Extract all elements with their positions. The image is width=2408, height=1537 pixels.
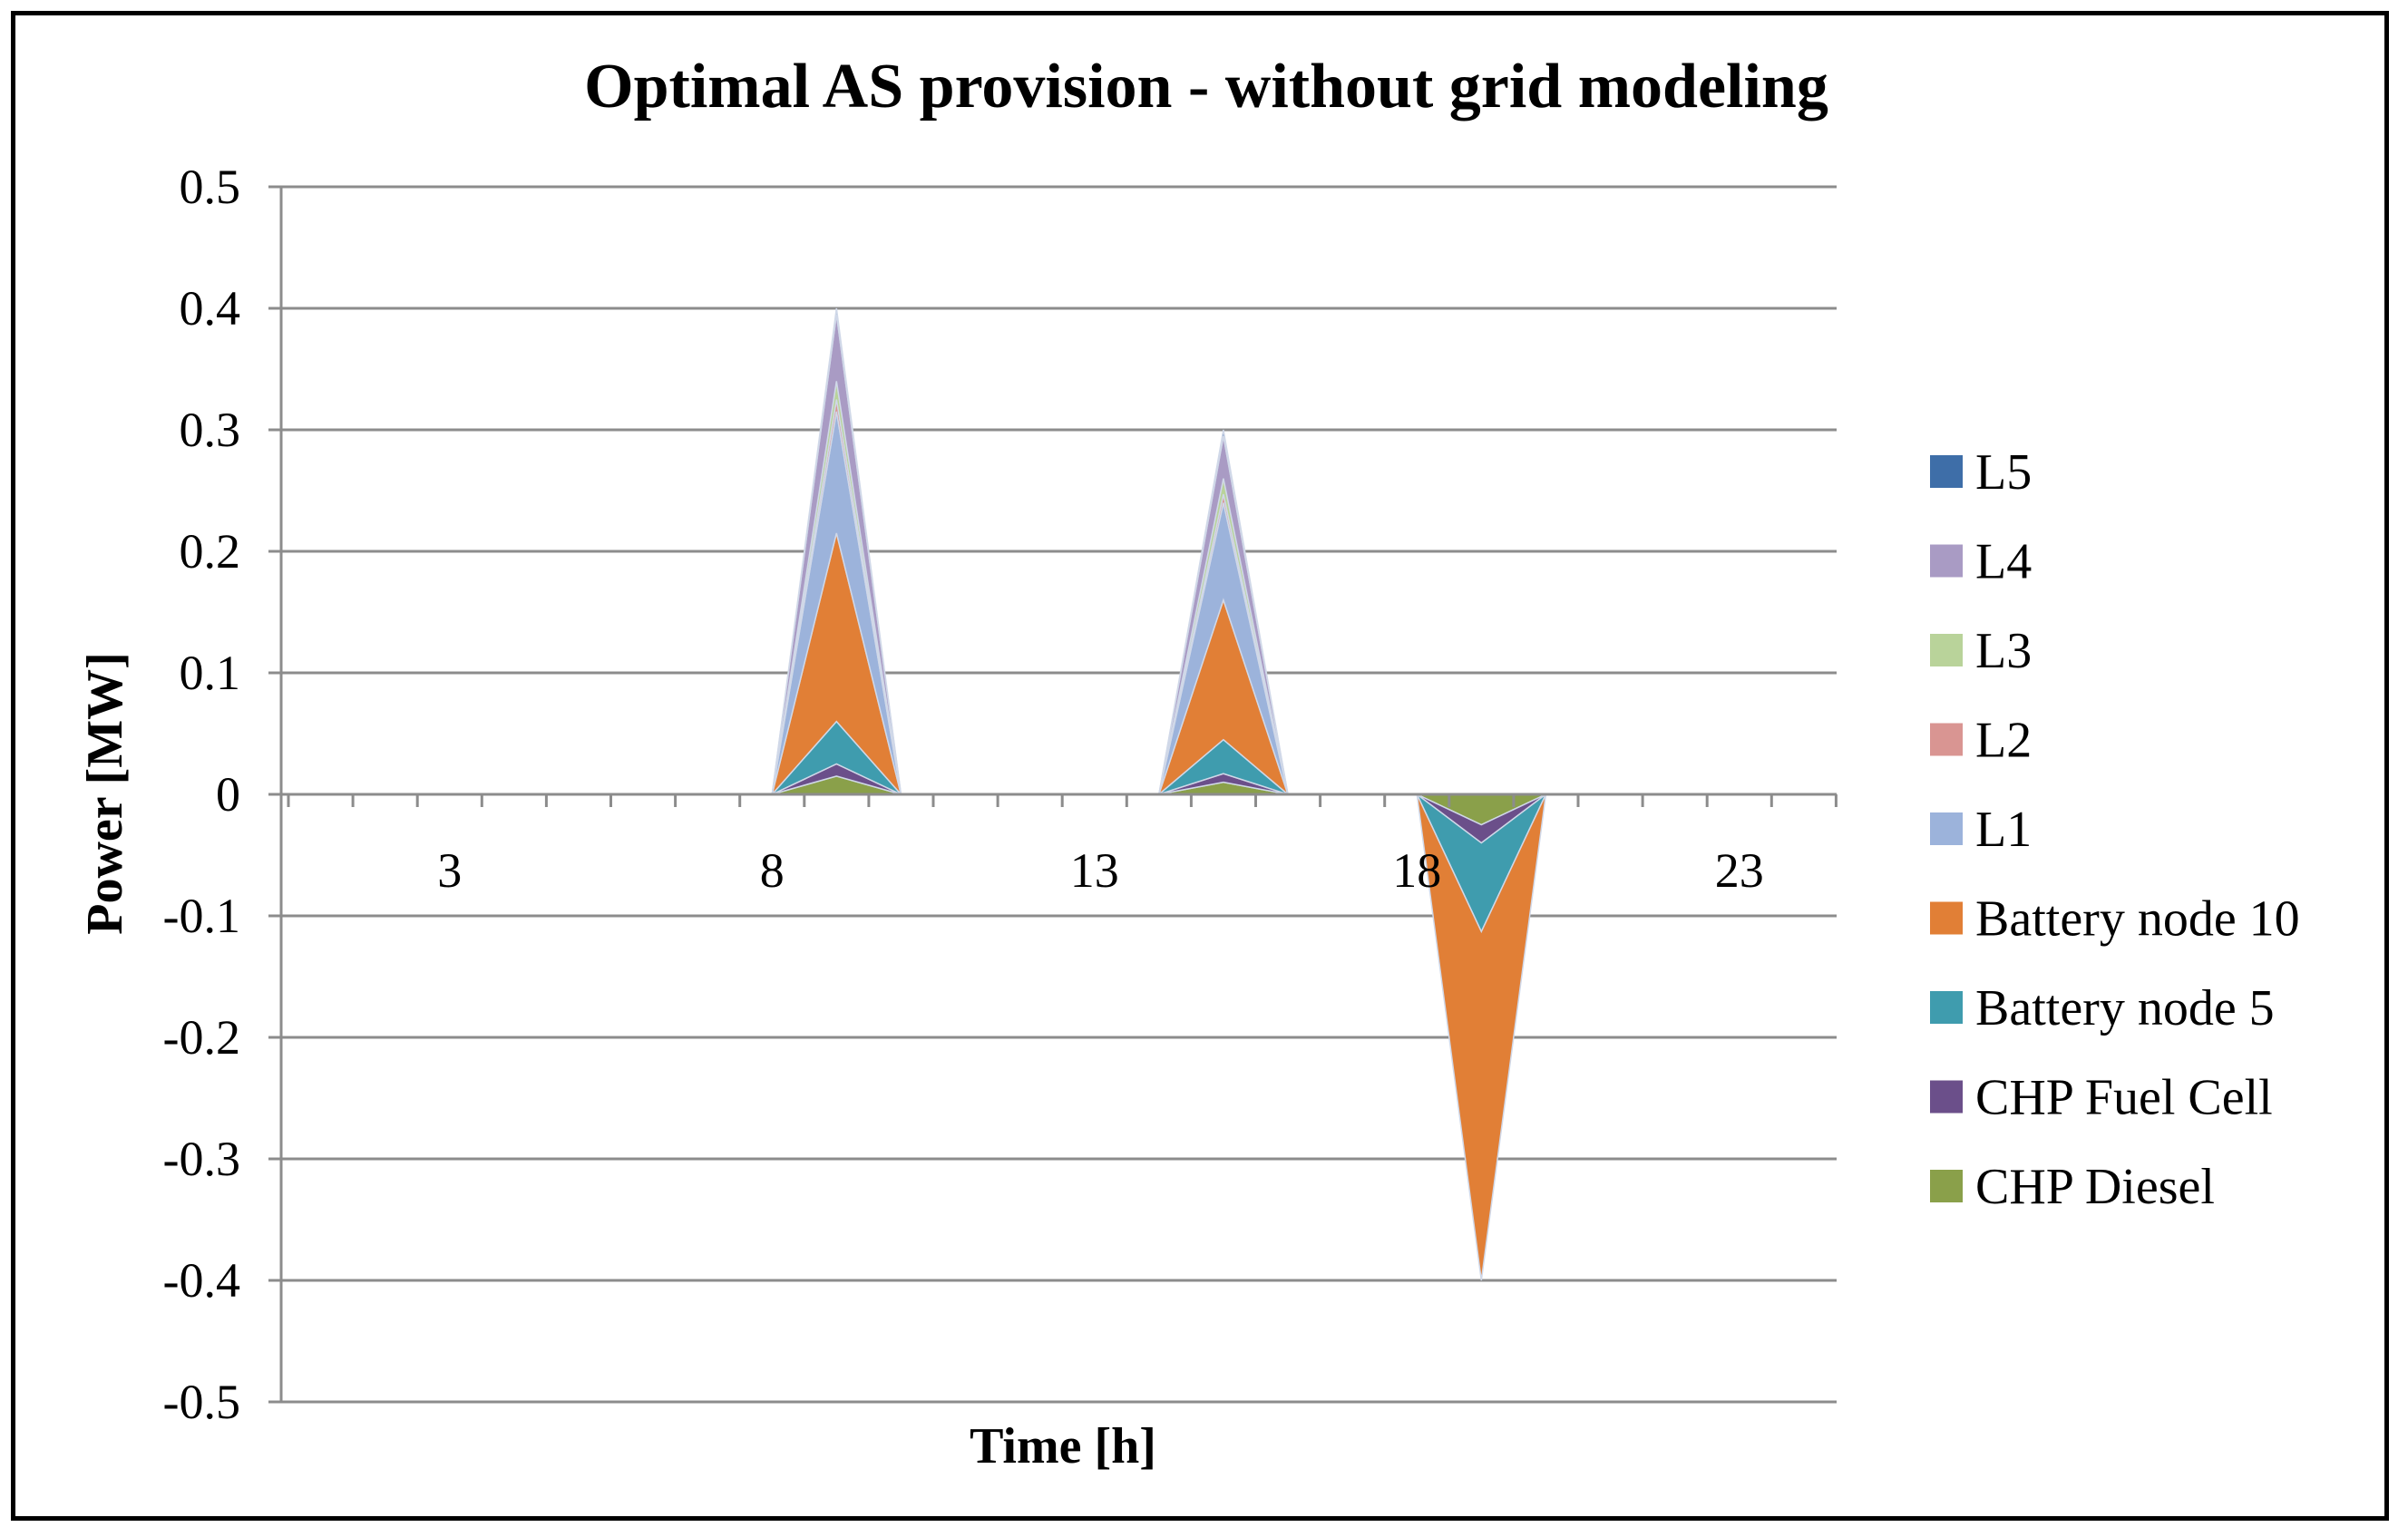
y-tick-label: 0 [216, 767, 240, 822]
area-battery-node-10 [320, 532, 1804, 1281]
area-l1 [320, 411, 1804, 795]
chart-title: Optimal AS provision - without grid mode… [584, 52, 1828, 122]
y-axis-label: Power [MW] [77, 652, 133, 935]
legend-swatch [1930, 1170, 1963, 1202]
x-tick-label: 3 [437, 843, 462, 898]
legend: L5 L4 L3 L2 L1 Battery node 10 Battery node 5 C… [1930, 444, 2300, 1215]
x-tick-label: 18 [1392, 843, 1441, 898]
legend-swatch [1930, 634, 1963, 666]
y-tick-label: 0.4 [180, 281, 241, 336]
area-l3 [320, 381, 1804, 795]
legend-swatch [1930, 544, 1963, 578]
y-tick-label: 0.1 [180, 646, 241, 700]
legend-label: L4 [1975, 534, 2032, 590]
y-tick-label: -0.1 [163, 889, 240, 943]
y-axis-ticks: 0.5 0.4 0.3 0.2 0.1 0 -0.1 -0.2 -0.3 -0.4 -0.5 [163, 160, 240, 1429]
legend-swatch [1930, 812, 1963, 845]
legend-label: Battery node 10 [1975, 891, 2300, 948]
legend-label: Battery node 5 [1975, 980, 2275, 1036]
legend-label: CHP Diesel [1975, 1159, 2215, 1215]
axes [268, 185, 1838, 1404]
legend-label: L5 [1975, 444, 2032, 501]
x-tick-label: 13 [1070, 843, 1119, 898]
legend-label: L3 [1975, 623, 2032, 679]
legend-label: L1 [1975, 802, 2032, 858]
area-l4 [320, 314, 1804, 795]
y-tick-label: 0.5 [180, 160, 241, 214]
area-battery-node-5 [320, 720, 1804, 934]
legend-label: L2 [1975, 713, 2032, 769]
plot-areas [320, 307, 1804, 1281]
y-tick-label: -0.5 [163, 1375, 240, 1429]
legend-swatch [1930, 723, 1963, 756]
y-tick-label: 0.3 [180, 403, 241, 457]
legend-swatch [1930, 901, 1963, 935]
legend-swatch [1930, 455, 1963, 488]
legend-swatch [1930, 991, 1963, 1024]
x-tick-label: 23 [1715, 843, 1764, 898]
y-tick-label: 0.2 [180, 524, 241, 579]
y-tick-label: -0.4 [163, 1253, 240, 1308]
legend-swatch [1930, 1080, 1963, 1114]
legend-label: CHP Fuel Cell [1975, 1070, 2273, 1126]
gridlines [281, 185, 1837, 1404]
x-axis-label: Time [h] [970, 1418, 1156, 1474]
x-tick-label: 8 [760, 843, 785, 898]
y-tick-label: -0.3 [163, 1132, 240, 1186]
y-tick-label: -0.2 [163, 1010, 240, 1065]
area-l5 [320, 307, 1804, 795]
area-l2 [320, 399, 1804, 795]
x-axis-ticks: 3 8 13 18 23 [437, 843, 1764, 898]
